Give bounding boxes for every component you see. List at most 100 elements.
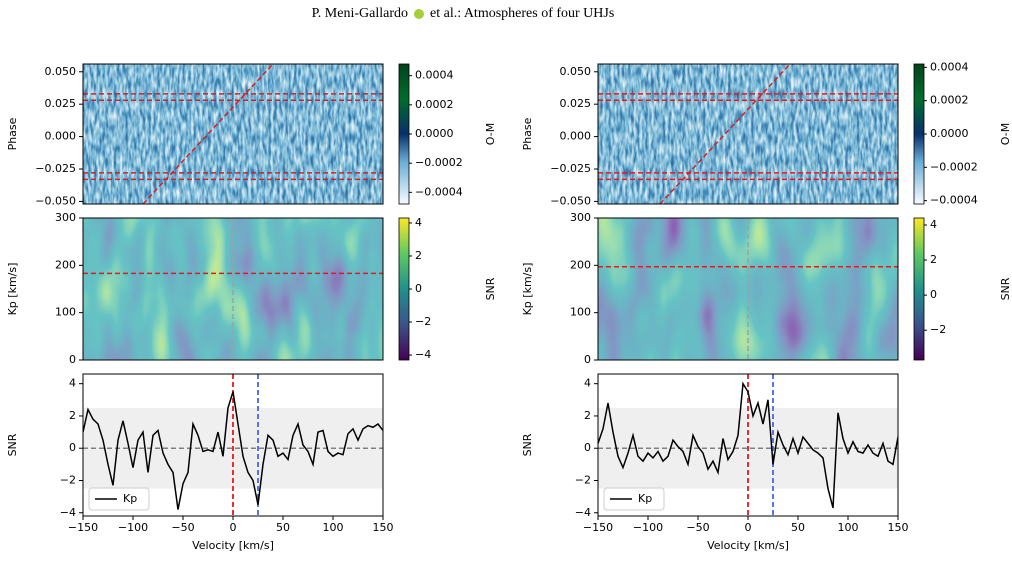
heatmap-image [83, 64, 383, 204]
y-tick-label: 200 [570, 258, 591, 271]
colorbar-tick-label: 0 [930, 288, 937, 301]
colorbar [398, 217, 410, 361]
legend-box [88, 487, 150, 511]
heatmap-image [598, 64, 898, 204]
colorbar [913, 63, 925, 205]
y-tick-label: 300 [570, 211, 591, 224]
colorbar-tick-label: 0.0002 [930, 94, 969, 107]
y-tick-label: −4 [60, 506, 76, 519]
axes-frame [597, 63, 899, 205]
y-tick-label: 100 [55, 306, 76, 319]
y-axis-label: Phase [6, 117, 19, 150]
colorbar-label: O-M [484, 123, 497, 145]
y-tick-label: 0 [69, 441, 76, 454]
plot-area [598, 218, 898, 360]
y-tick-label: 200 [55, 258, 76, 271]
y-tick-label: 2 [584, 409, 591, 422]
y-tick-label: 0.050 [45, 65, 77, 78]
colorbar-tick-label: 2 [930, 253, 937, 266]
x-tick-label: 0 [230, 521, 237, 534]
legend-label: Kp [123, 492, 137, 505]
y-axis-label: Phase [521, 117, 534, 150]
x-tick-label: 50 [791, 521, 805, 534]
x-axis-label: Velocity [km/s] [707, 539, 789, 552]
colorbar-label: SNR [484, 277, 497, 300]
plot-area [598, 374, 898, 516]
plot-area [598, 64, 898, 204]
colorbar-tick-label: −2 [930, 323, 946, 336]
colorbar-label: SNR [999, 277, 1012, 300]
y-tick-label: 0.000 [45, 130, 77, 143]
y-tick-label: −0.025 [35, 162, 76, 175]
y-tick-label: 0.025 [560, 97, 592, 110]
colorbar-tick-label: 0.0002 [415, 98, 454, 111]
y-tick-label: 0.025 [45, 97, 77, 110]
colorbar [398, 63, 410, 205]
y-axis-label: SNR [6, 433, 19, 456]
colorbar-tick-label: 0.0004 [930, 60, 969, 73]
colorbar-tick-label: 0.0000 [930, 127, 969, 140]
orcid-icon [414, 9, 424, 19]
snr-line [83, 391, 383, 510]
y-tick-label: −4 [575, 506, 591, 519]
heatmap-image [83, 218, 383, 360]
colorbar-tick-label: −0.0004 [415, 185, 463, 198]
y-tick-label: 0.050 [560, 65, 592, 78]
axes-frame [82, 217, 384, 361]
plot-area [83, 64, 383, 204]
y-tick-label: 2 [69, 409, 76, 422]
y-tick-label: 0 [69, 353, 76, 366]
axes-frame [82, 373, 384, 517]
y-tick-label: 0 [584, 353, 591, 366]
legend-label: Kp [638, 492, 652, 505]
x-tick-label: −150 [583, 521, 613, 534]
x-tick-label: 150 [373, 521, 394, 534]
x-tick-label: −50 [686, 521, 709, 534]
plot-area [83, 218, 383, 360]
y-tick-label: 100 [570, 306, 591, 319]
legend-box [603, 487, 665, 511]
y-tick-label: −2 [575, 474, 591, 487]
x-tick-label: −100 [118, 521, 148, 534]
y-tick-label: −0.050 [35, 194, 76, 207]
x-tick-label: 150 [888, 521, 909, 534]
y-axis-label: Kp [km/s] [521, 263, 534, 316]
colorbar-tick-label: −0.0002 [930, 160, 978, 173]
colorbar-label: O-M [999, 123, 1012, 145]
y-tick-label: −0.025 [550, 162, 591, 175]
axes-frame [597, 217, 899, 361]
axes-frame [82, 63, 384, 205]
y-tick-label: −0.050 [550, 194, 591, 207]
heatmap-image [598, 218, 898, 360]
colorbar-tick-label: 0.0004 [415, 69, 454, 82]
y-tick-label: −2 [60, 474, 76, 487]
plot-area [83, 374, 383, 516]
colorbar-tick-label: 0.0000 [415, 127, 454, 140]
y-tick-label: 4 [69, 377, 76, 390]
y-tick-label: 300 [55, 211, 76, 224]
axes-frame [597, 373, 899, 517]
y-axis-label: SNR [521, 433, 534, 456]
x-tick-label: 100 [323, 521, 344, 534]
colorbar-tick-label: −0.0004 [930, 194, 978, 207]
x-tick-label: −100 [633, 521, 663, 534]
colorbar-tick-label: 4 [930, 218, 937, 231]
header-author: P. Meni-Gallardo [312, 6, 408, 21]
y-tick-label: 4 [584, 377, 591, 390]
colorbar-tick-label: 0 [415, 282, 422, 295]
y-tick-label: 0 [584, 441, 591, 454]
colorbar [913, 217, 925, 361]
colorbar-tick-label: −0.0002 [415, 156, 463, 169]
colorbar-tick-label: 4 [415, 216, 422, 229]
colorbar-tick-label: −2 [415, 315, 431, 328]
x-tick-label: −150 [68, 521, 98, 534]
x-tick-label: 50 [276, 521, 290, 534]
colorbar-tick-label: −4 [415, 348, 431, 361]
header-title: et al.: Atmospheres of four UHJs [430, 6, 614, 21]
snr-line [598, 381, 898, 509]
x-axis-label: Velocity [km/s] [192, 539, 274, 552]
y-axis-label: Kp [km/s] [6, 263, 19, 316]
colorbar-tick-label: 2 [415, 249, 422, 262]
